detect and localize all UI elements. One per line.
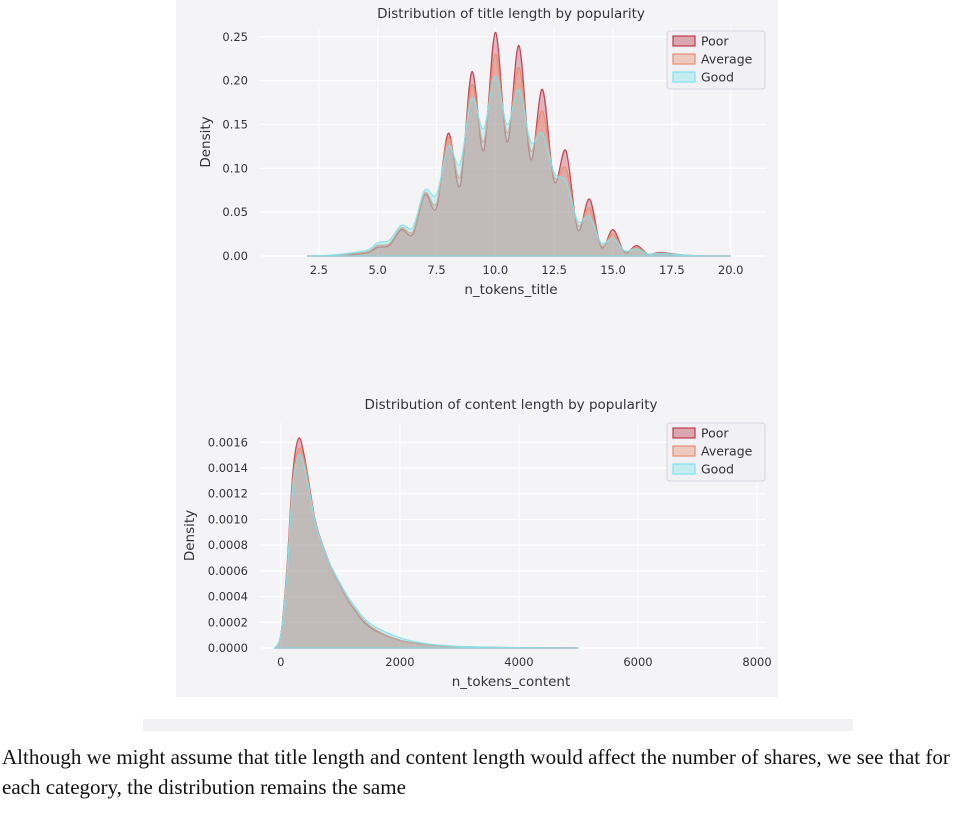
series-area-average — [307, 53, 731, 257]
x-tick-label: 10.0 — [483, 263, 509, 277]
y-tick-label: 0.05 — [222, 205, 248, 219]
section-divider — [143, 719, 853, 731]
legend-swatch-poor — [672, 35, 696, 47]
y-tick-label: 0.0014 — [208, 461, 248, 475]
y-tick-label: 0.0006 — [208, 564, 248, 578]
legend-swatch-average — [672, 445, 696, 457]
x-tick-label: 2.5 — [310, 263, 328, 277]
x-tick-label: 5.0 — [369, 263, 387, 277]
y-axis-label: Density — [182, 510, 198, 561]
y-tick-label: 0.00 — [222, 249, 248, 263]
x-tick-label: 15.0 — [600, 263, 626, 277]
y-tick-label: 0.20 — [222, 74, 248, 88]
series-area-good — [273, 453, 579, 649]
figure: 0.00 0.05 0.10 0.15 0.20 0.25 2.5 5.0 7.5 10.0 12.… — [176, 0, 778, 697]
legend-label: Average — [701, 444, 753, 459]
legend-label: Poor — [701, 34, 729, 49]
legend-label: Good — [701, 70, 734, 85]
series-area-good — [307, 75, 731, 257]
y-tick-label: 0.0012 — [208, 487, 248, 501]
legend-label: Poor — [701, 426, 729, 441]
x-tick-label: 17.5 — [659, 263, 685, 277]
y-tick-label: 0.15 — [222, 117, 248, 131]
legend-swatch-good — [672, 71, 696, 83]
x-axis-label: n_tokens_title — [464, 282, 557, 298]
x-tick-label: 7.5 — [427, 263, 445, 277]
legend-swatch-good — [672, 463, 696, 475]
x-tick-label: 4000 — [504, 655, 533, 669]
y-tick-label: 0.0016 — [208, 435, 248, 449]
legend-label: Average — [701, 52, 753, 67]
caption-text: Although we might assume that title leng… — [2, 745, 950, 799]
x-tick-label: 2000 — [385, 655, 414, 669]
y-tick-label: 0.10 — [222, 161, 248, 175]
x-axis-label: n_tokens_content — [452, 674, 571, 690]
y-axis-label: Density — [198, 116, 214, 167]
y-tick-label: 0.0002 — [208, 615, 248, 629]
y-tick-label: 0.25 — [222, 30, 248, 44]
chart-title: Distribution of content length by popula… — [364, 397, 657, 413]
legend-label: Good — [701, 462, 734, 477]
y-tick-label: 0.0004 — [208, 590, 248, 604]
x-tick-label: 6000 — [623, 655, 652, 669]
y-tick-label: 0.0000 — [208, 641, 248, 655]
chart-title: Distribution of title length by populari… — [377, 6, 645, 22]
legend-swatch-poor — [672, 427, 696, 439]
chart-figure-svg: 0.00 0.05 0.10 0.15 0.20 0.25 2.5 5.0 7.5 10.0 12.… — [182, 6, 772, 690]
x-tick-label: 0 — [277, 655, 284, 669]
y-tick-label: 0.0008 — [208, 538, 248, 552]
legend-swatch-average — [672, 53, 696, 65]
y-tick-label: 0.0010 — [208, 512, 248, 526]
x-tick-label: 12.5 — [541, 263, 567, 277]
x-tick-label: 20.0 — [718, 263, 744, 277]
x-tick-label: 8000 — [742, 655, 771, 669]
